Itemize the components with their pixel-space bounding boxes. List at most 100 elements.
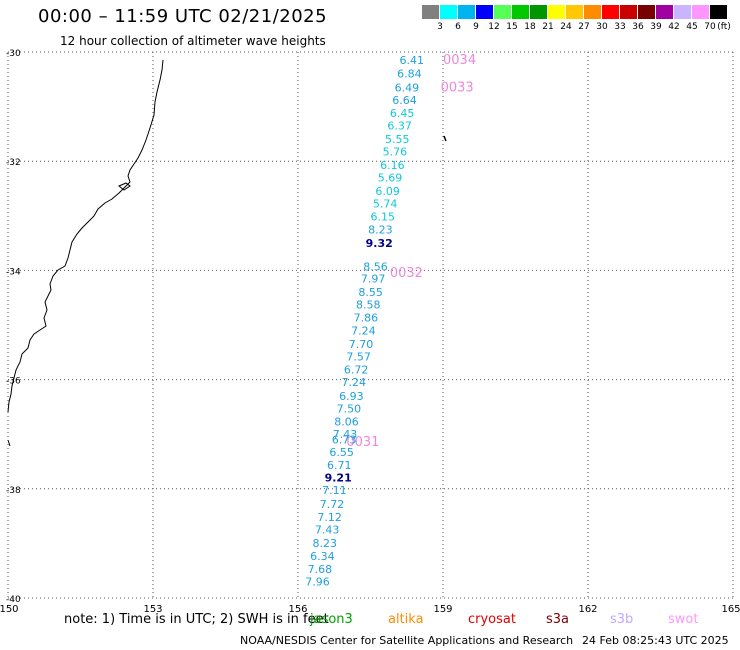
wave-height-value: 5.69	[378, 171, 403, 184]
legend-tick-label: 39	[650, 22, 662, 32]
map-subtitle: 12 hour collection of altimeter wave hei…	[60, 34, 326, 48]
wave-height-value: 9.21	[325, 472, 352, 485]
legend-tick-label: 21	[542, 22, 554, 32]
wave-height-value: 7.11	[322, 484, 347, 497]
wave-height-value: 6.34	[310, 550, 335, 563]
satellite-legend-s3a: s3a	[546, 612, 570, 627]
wave-height-value: 7.68	[308, 563, 333, 576]
satellite-legend-cryosat: cryosat	[468, 612, 516, 627]
wave-height-value: 7.50	[337, 402, 362, 415]
satellite-legend-s3b: s3b	[610, 612, 634, 627]
legend-tick-label: 15	[506, 22, 518, 32]
wave-height-value: 6.72	[344, 364, 369, 377]
lon-tick-label: 159	[433, 604, 452, 615]
wave-height-value: 7.96	[305, 575, 330, 588]
legend-swatch	[638, 5, 655, 19]
wave-height-value: 5.76	[383, 146, 408, 159]
wave-height-value: 8.58	[356, 299, 381, 312]
lon-tick-label: 150	[0, 604, 19, 615]
legend-tick-label: 30	[596, 22, 608, 32]
legend-tick-label: 36	[632, 22, 644, 32]
wave-height-value: 6.16	[380, 159, 405, 172]
lat-tick-label: -30	[6, 49, 21, 59]
wave-height-value: 7.97	[361, 272, 386, 285]
legend-swatch	[656, 5, 673, 19]
wave-height-value: 7.86	[354, 312, 379, 325]
satellite-pass-label: 0031	[346, 435, 379, 450]
legend-swatch	[512, 5, 529, 19]
legend-swatch	[548, 5, 565, 19]
footer-note: note: 1) Time is in UTC; 2) SWH is in fe…	[64, 612, 329, 627]
wave-height-value: 6.15	[371, 211, 396, 224]
satellite-pass-label: 0034	[443, 53, 476, 68]
wave-height-value: 5.55	[385, 133, 410, 146]
legend-tick-label: 6	[455, 22, 461, 32]
wave-height-value: 6.37	[387, 120, 412, 133]
wave-height-value: 7.43	[333, 428, 358, 441]
legend-tick-label: 70	[704, 22, 716, 32]
wave-height-value: 7.24	[351, 324, 376, 337]
legend-swatch	[476, 5, 493, 19]
wave-height-value: 6.84	[397, 68, 422, 81]
legend-swatch	[422, 5, 439, 19]
legend-tick-label: 45	[686, 22, 698, 32]
legend-tick-label: 33	[614, 22, 626, 32]
coastline-path	[7, 59, 164, 413]
wave-height-value: 8.56	[363, 260, 388, 273]
coastline-islet-2	[7, 439, 11, 447]
lon-tick-label: 162	[578, 604, 597, 615]
wave-height-value: 8.23	[368, 223, 393, 236]
legend-tick-label: 27	[578, 22, 590, 32]
legend-swatch	[458, 5, 475, 19]
wave-height-value: 6.49	[395, 81, 420, 94]
footer-timestamp: 24 Feb 08:25:43 UTC 2025	[582, 634, 729, 647]
lat-tick-label: -36	[6, 377, 21, 387]
coastline-islet	[118, 182, 131, 191]
wave-height-value: 7.72	[320, 498, 345, 511]
legend-tick-label: 9	[473, 22, 479, 32]
legend-swatch	[584, 5, 601, 19]
wave-height-value: 6.55	[329, 446, 354, 459]
lat-tick-label: -34	[6, 267, 21, 277]
satellite-pass-label: 0033	[441, 80, 474, 95]
legend-swatch	[530, 5, 547, 19]
legend-tick-label: 24	[560, 22, 572, 32]
wave-height-labels: 0034 0033 0032 0031 6.416.846.496.646.456.37…	[305, 53, 476, 588]
wave-height-value: 7.24	[342, 376, 367, 389]
map-title: 00:00 – 11:59 UTC 02/21/2025	[38, 6, 328, 27]
satellite-legend-jason3: jason3	[310, 612, 353, 627]
wave-height-value: 9.32	[366, 237, 393, 250]
lat-tick-label: -32	[6, 158, 21, 168]
legend-swatch	[620, 5, 637, 19]
lon-tick-label: 153	[143, 604, 162, 615]
lon-tick-label: 165	[721, 604, 740, 615]
legend-tick-label: 18	[524, 22, 536, 32]
wave-height-value: 6.41	[400, 54, 425, 67]
lat-tick-label: -38	[6, 486, 21, 496]
wave-height-value: 6.64	[392, 94, 417, 107]
wave-height-value: 7.12	[317, 511, 342, 524]
legend-swatch	[566, 5, 583, 19]
legend-tick-label: 42	[668, 22, 680, 32]
legend-swatch	[494, 5, 511, 19]
wave-height-value: 7.43	[315, 524, 340, 537]
coastline	[7, 59, 447, 447]
legend-swatch	[674, 5, 691, 19]
satellite-legend-swot: swot	[668, 612, 699, 627]
wave-height-value: 8.23	[313, 537, 338, 550]
wave-height-value: 6.93	[339, 390, 364, 403]
lon-tick-label: 156	[288, 604, 307, 615]
wave-height-value: 7.70	[349, 338, 374, 351]
satellite-legend-altika: altika	[388, 612, 424, 627]
wave-height-value: 6.09	[375, 185, 400, 198]
satellite-pass-label: 0032	[390, 266, 423, 281]
legend-tick-label: 3	[437, 22, 443, 32]
wave-height-value: 6.45	[390, 107, 415, 120]
legend-tick-label: 12	[488, 22, 500, 32]
wave-height-value: 7.57	[346, 350, 371, 363]
legend-unit: (ft)	[717, 22, 731, 32]
wave-height-value: 8.55	[358, 286, 383, 299]
wave-height-value: 6.73	[332, 433, 357, 446]
axis-tick-labels: 150 153 156 159 162 165 -30 -32 -34 -36 -38 -40	[0, 49, 740, 615]
